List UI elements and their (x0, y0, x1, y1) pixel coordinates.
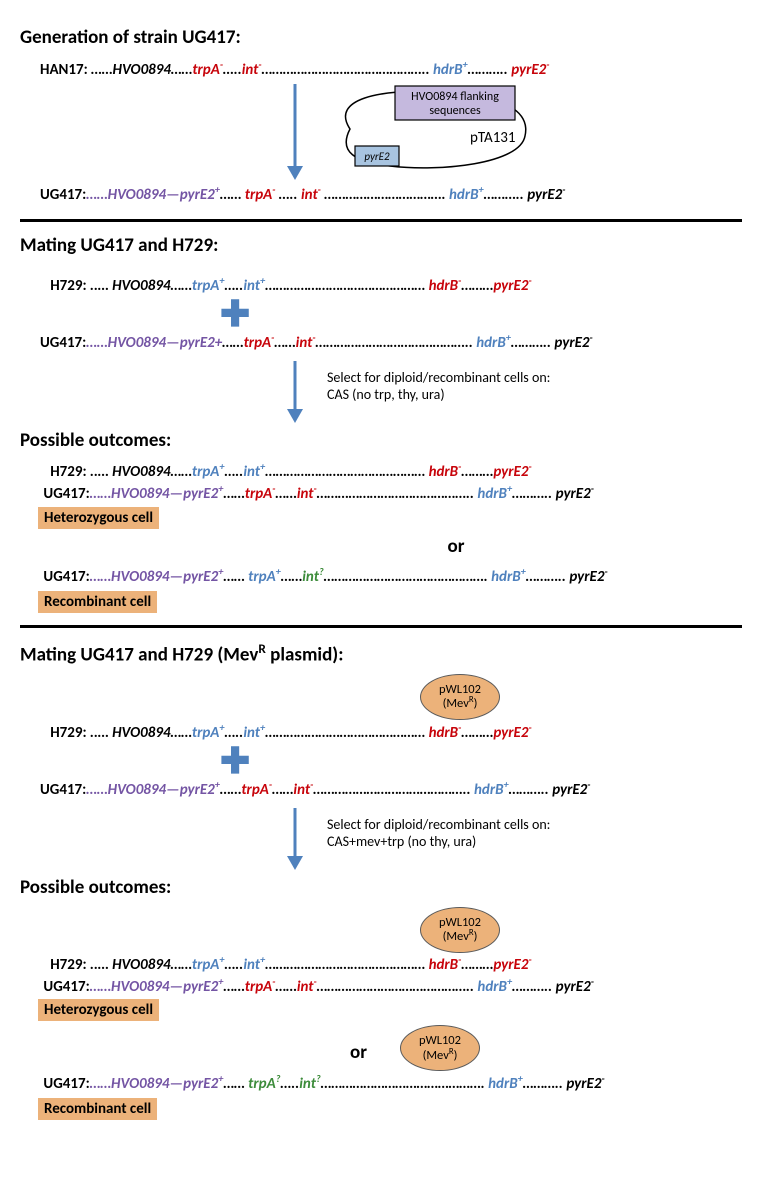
plus-icon: ✚ (220, 302, 742, 326)
plus-icon-2: ✚ (220, 749, 742, 773)
divider-1 (20, 219, 742, 222)
h729-line-p3: H729: ..… HVO0894……trpA+…..int+………………………… (40, 720, 742, 745)
hetero-h729: H729: ..… HVO0894……trpA+…..int+………………………… (40, 460, 742, 482)
divider-2 (20, 625, 742, 628)
recomb-badge-2: Recombinant cell (38, 1098, 157, 1120)
recomb-ug417: UG417:……HVO0894—pyrE2+…… trpA+……int?…………… (40, 564, 742, 589)
plasmid-top-box-text: HVO0894 flanking (411, 90, 499, 104)
or-text-1: or (170, 535, 742, 558)
ug417-line-p3: UG417:……HVO0894—pyrE2+……trpA-……int-……………… (40, 777, 742, 802)
select-text-2: Select for diploid/recombinant cells on:… (327, 816, 550, 850)
panel2-title: Mating UG417 and H729: (20, 234, 742, 257)
plasmid-row: HVO0894 flanking sequences pyrE2 pTA131 (20, 82, 742, 182)
outcomes-title-2: Possible outcomes: (20, 876, 742, 899)
ug417-line2: UG417:……HVO0894—pyrE2+……trpA-……int-……………… (40, 330, 742, 355)
panel1-title: Generation of strain UG417: (20, 26, 742, 49)
arrow-down-icon (275, 359, 315, 423)
or-text-2: or (350, 1041, 367, 1064)
ug417-line1: UG417:……HVO0894—pyrE2+…… trpA- ….. int- … (40, 182, 742, 207)
recomb-badge-1: Recombinant cell (38, 591, 157, 613)
plasmid-diagram: HVO0894 flanking sequences pyrE2 pTA131 (320, 84, 550, 176)
panel-mating1: Mating UG417 and H729: H729: ..… HVO0894… (20, 234, 742, 613)
panel-mating2: Mating UG417 and H729 (MevR plasmid): pW… (20, 640, 742, 1121)
han17-line: HAN17: ……HVO0894……trpA-…..int-…………………………… (40, 57, 742, 82)
h729-line: H729: ..… HVO0894……trpA+…..int+………………………… (40, 273, 742, 298)
arrow-down-icon (275, 82, 315, 180)
plasmid-name-text: pTA131 (470, 129, 516, 147)
arrow-select-row-2: Select for diploid/recombinant cells on:… (275, 806, 742, 870)
svg-text:sequences: sequences (429, 104, 481, 118)
hetero-badge-2: Heterozygous cell (38, 999, 159, 1021)
recomb-ug417-p3: UG417:……HVO0894—pyrE2+…… trpA?…..int?………… (40, 1071, 742, 1096)
h729-plasmid-row: pWL102 (MevR) (20, 674, 742, 720)
pwl102-oval-3: pWL102 (MevR) (400, 1025, 480, 1071)
select-text-1: Select for diploid/recombinant cells on:… (327, 369, 550, 403)
panel-generation: Generation of strain UG417: HAN17: ……HVO… (20, 26, 742, 207)
hetero-ug417: UG417:……HVO0894—pyrE2+……trpA-……int-……………… (40, 482, 742, 504)
arrow-select-row: Select for diploid/recombinant cells on:… (275, 359, 742, 423)
pwl102-oval-2: pWL102 (MevR) (420, 907, 500, 953)
hetero-h729-p3: H729: ..… HVO0894……trpA+…..int+………………………… (40, 953, 742, 975)
arrow-down-icon (275, 806, 315, 870)
hetero-badge: Heterozygous cell (38, 507, 159, 529)
hetero-ug417-p3: UG417:……HVO0894—pyrE2+……trpA-……int-……………… (40, 975, 742, 997)
han17-label: HAN17: (40, 61, 91, 79)
pwl102-oval-1: pWL102 (MevR) (420, 674, 500, 720)
plasmid-pyrE2-text: pyrE2 (364, 150, 390, 163)
panel3-title: Mating UG417 and H729 (MevR plasmid): (20, 640, 742, 666)
outcomes-title-1: Possible outcomes: (20, 429, 742, 452)
